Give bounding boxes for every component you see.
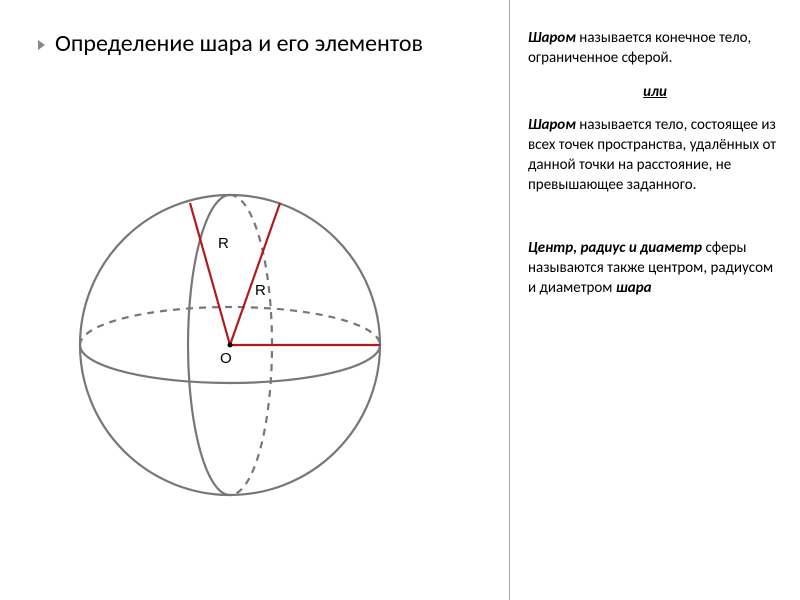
def3-term1: Центр, радиус и диаметр <box>528 239 702 257</box>
spacer <box>528 210 782 238</box>
left-column: Определение шара и его элементов R R O <box>0 0 510 600</box>
or-separator: или <box>528 83 782 101</box>
definition-2: Шаром называется тело, состоящее из всех… <box>528 115 782 196</box>
def2-term: Шаром <box>528 116 576 134</box>
sphere-diagram: R R O <box>60 175 400 520</box>
slide-title: Определение шара и его элементов <box>55 30 423 59</box>
definition-3: Центр, радиус и диаметр сферы называются… <box>528 238 782 299</box>
definition-1: Шаром называется конечное тело, ограниче… <box>528 28 782 69</box>
bullet-icon <box>38 40 45 50</box>
def3-term2: шара <box>616 279 652 297</box>
def1-term: Шаром <box>528 29 576 47</box>
label-R1: R <box>218 235 229 252</box>
sphere-svg <box>60 175 400 515</box>
slide-title-row: Определение шара и его элементов <box>38 30 489 59</box>
right-column: Шаром называется конечное тело, ограниче… <box>510 0 800 600</box>
label-R2: R <box>255 282 266 299</box>
label-O: O <box>220 350 232 367</box>
